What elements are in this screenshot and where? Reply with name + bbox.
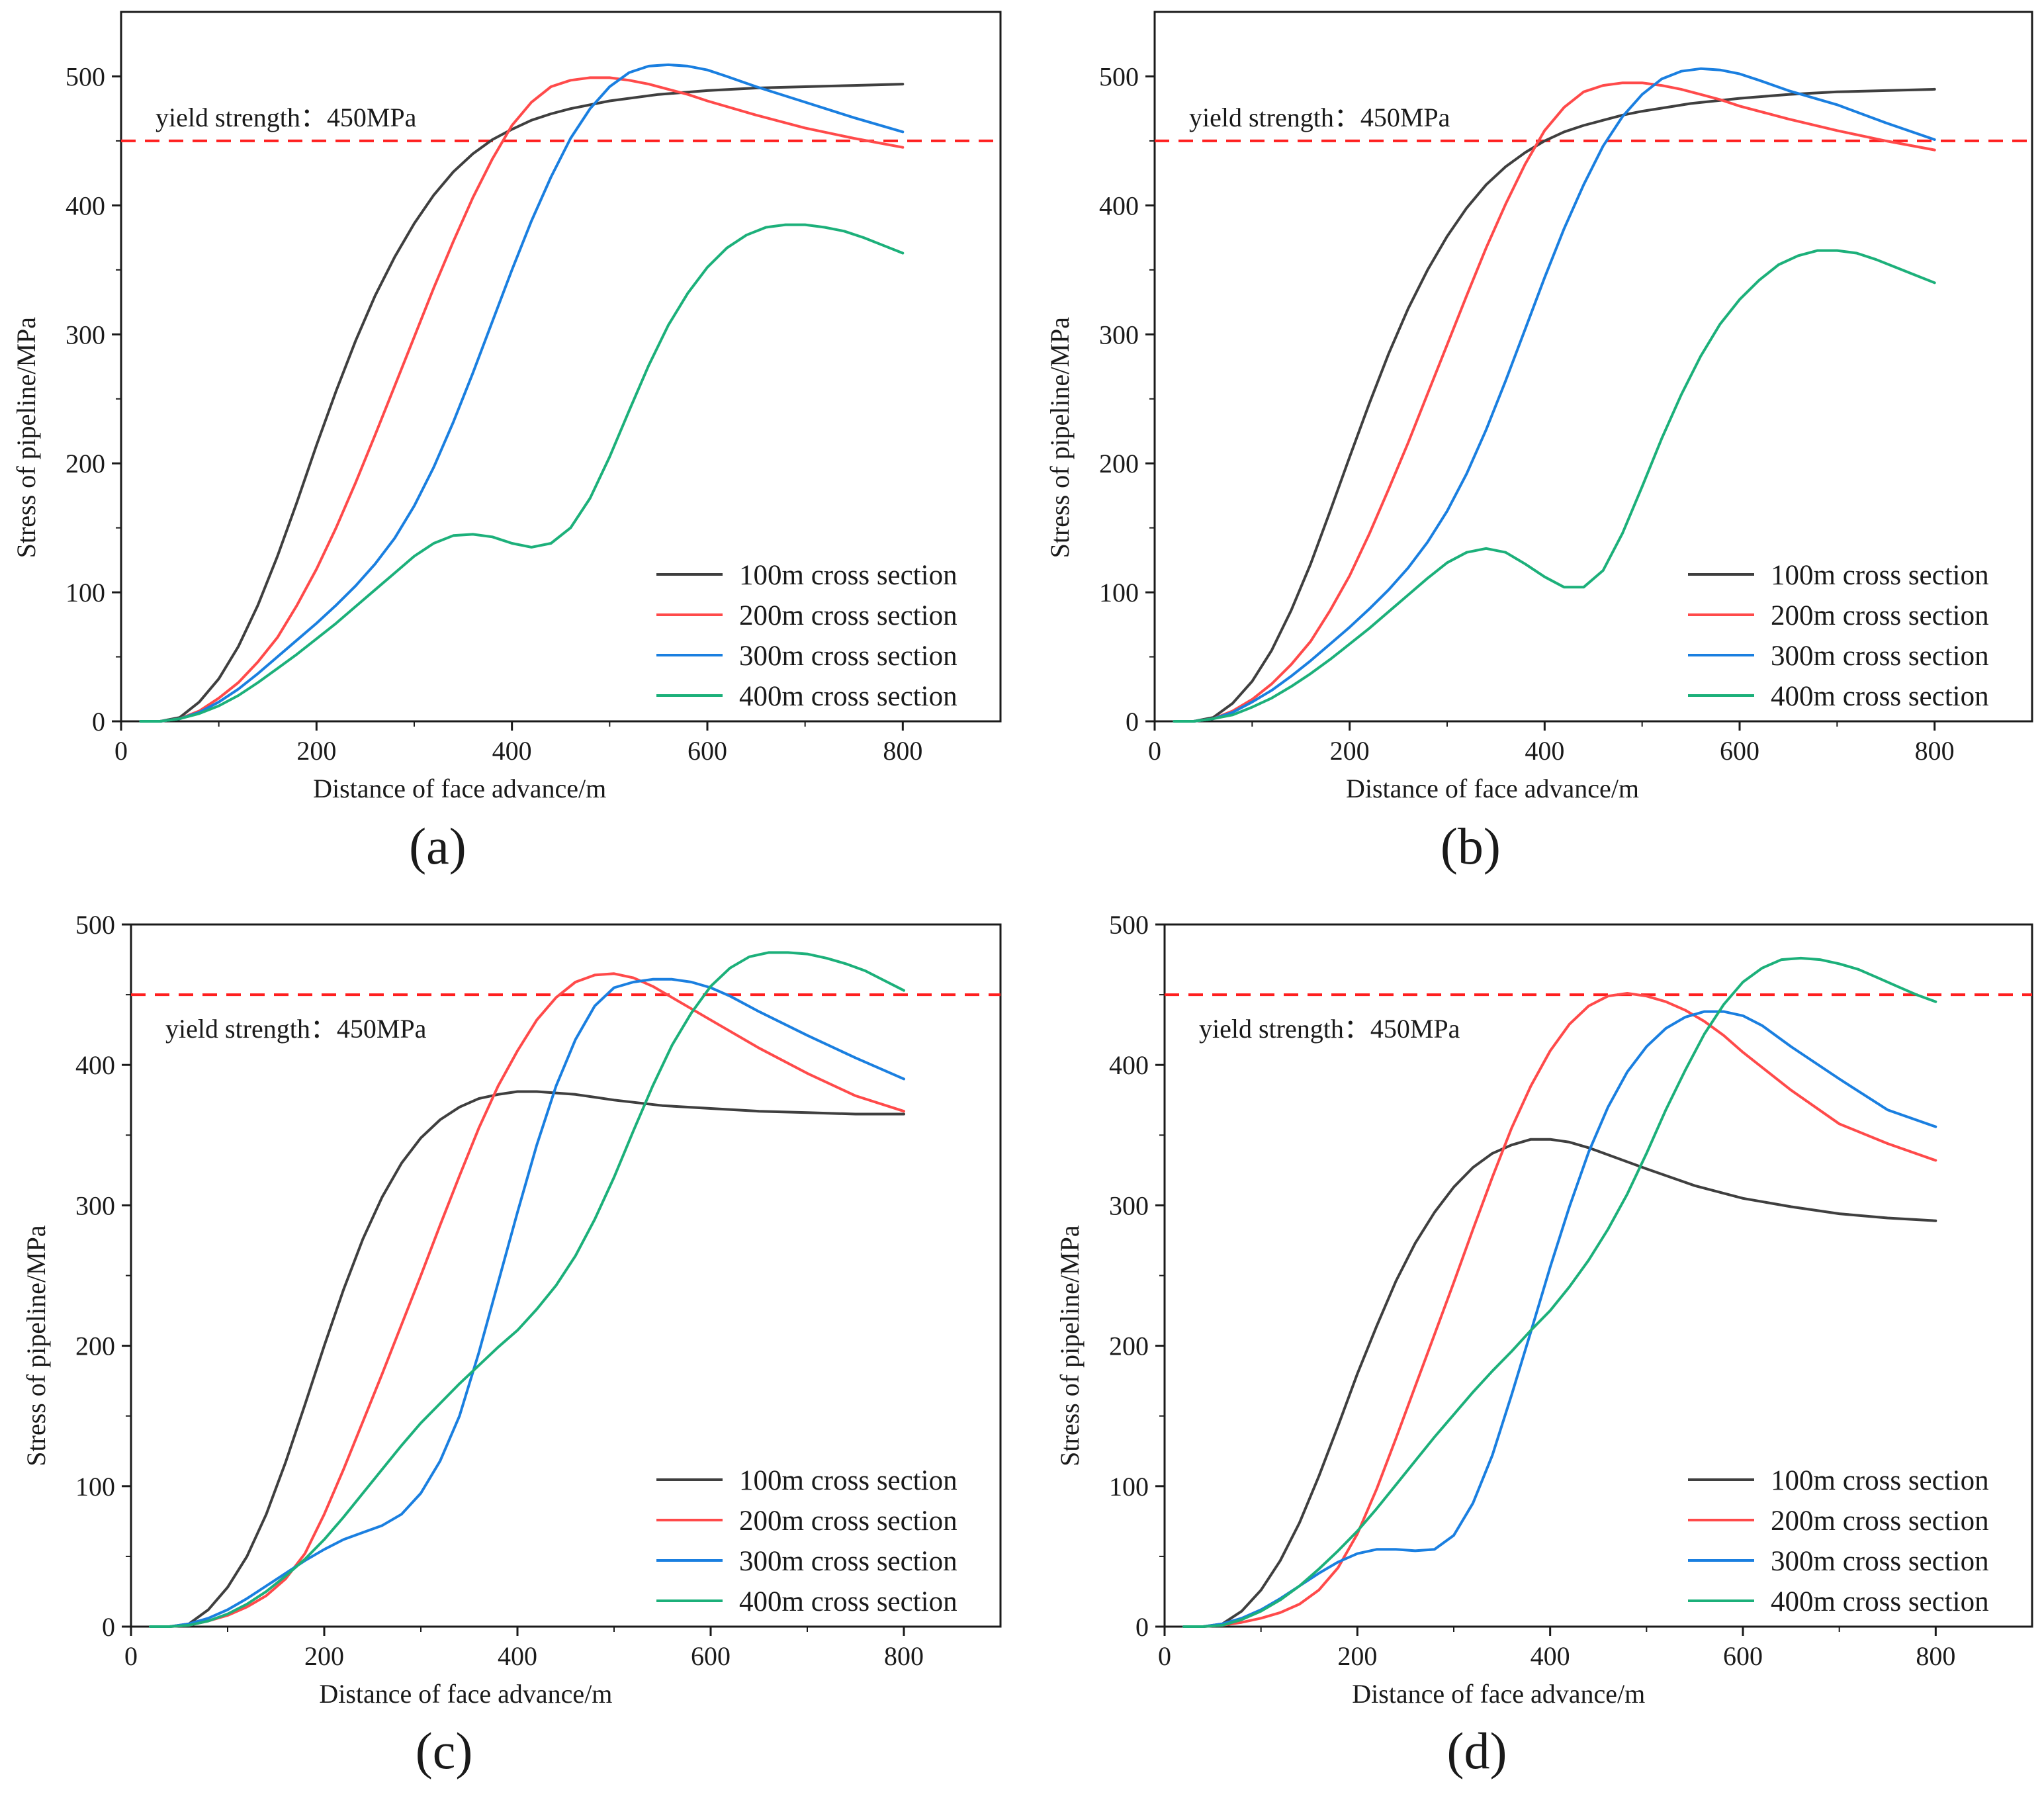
y-tick-label: 500: [75, 910, 115, 940]
y-axis-label: Stress of pipeline/MPa: [21, 1225, 51, 1466]
x-tick-label: 600: [1723, 1641, 1763, 1671]
legend-label: 200m cross section: [1771, 1506, 1989, 1537]
series-line-400m: [139, 223, 905, 723]
series-line-400m: [149, 951, 905, 1628]
chart-panel: 0 200 400 600 800 0 100 200 300 400 500 Distance of…: [21, 910, 1002, 1779]
x-axis-label: Distance of face advance/m: [1346, 774, 1639, 803]
y-tick-label: 100: [66, 578, 105, 608]
x-tick-label: 200: [296, 736, 336, 766]
panel-label: (c): [416, 1722, 473, 1779]
x-tick-label: 0: [114, 736, 128, 766]
series-line-100m: [1182, 1138, 1937, 1628]
legend-label: 200m cross section: [739, 600, 957, 631]
x-tick-label: 0: [1158, 1641, 1171, 1671]
x-tick-label: 400: [492, 736, 532, 766]
x-tick-label: 200: [304, 1641, 344, 1671]
x-tick-label: 400: [1525, 736, 1564, 766]
y-axis-label: Stress of pipeline/MPa: [1055, 1225, 1085, 1466]
chart-panel: 0 200 400 600 800 0 100 200 300 400 500 Distance of…: [1055, 910, 2033, 1779]
x-tick-label: 600: [688, 736, 727, 766]
y-tick-label: 100: [1109, 1472, 1149, 1502]
y-tick-label: 300: [1109, 1191, 1149, 1220]
series-line-300m: [149, 977, 905, 1628]
y-tick-label: 100: [75, 1472, 115, 1502]
yield-strength-label: yield strength：450MPa: [156, 103, 417, 132]
y-tick-label: 100: [1099, 578, 1139, 608]
y-tick-label: 200: [1099, 449, 1139, 478]
y-tick-label: 300: [1099, 320, 1139, 349]
series-line-100m: [1173, 87, 1936, 723]
y-tick-label: 200: [75, 1331, 115, 1361]
yield-strength-label: yield strength：450MPa: [165, 1014, 427, 1044]
x-tick-label: 0: [1148, 736, 1161, 766]
plot-frame: [1153, 11, 2033, 723]
series-line-300m: [1173, 67, 1936, 723]
y-tick-label: 500: [1099, 62, 1139, 91]
y-tick-label: 200: [1109, 1331, 1149, 1361]
series-line-200m: [139, 76, 905, 723]
legend-label: 200m cross section: [1771, 600, 1989, 631]
y-tick-label: 0: [92, 707, 105, 737]
panel-label: (a): [409, 817, 467, 875]
series-line-100m: [149, 1090, 905, 1628]
y-axis-label: Stress of pipeline/MPa: [1045, 317, 1075, 559]
y-axis-label: Stress of pipeline/MPa: [11, 317, 41, 559]
panel-label: (d): [1446, 1722, 1507, 1779]
y-tick-label: 500: [66, 62, 105, 91]
x-axis-label: Distance of face advance/m: [1352, 1679, 1645, 1709]
chart-panel: 0 200 400 600 800 0 100 200 300 400 500 Distance of…: [11, 11, 1002, 875]
legend-label: 300m cross section: [1771, 641, 1989, 672]
legend-label: 300m cross section: [1771, 1546, 1989, 1577]
legend-label: 100m cross section: [1771, 560, 1989, 591]
x-tick-label: 400: [1531, 1641, 1570, 1671]
x-tick-label: 200: [1337, 1641, 1377, 1671]
legend-label: 100m cross section: [739, 560, 957, 591]
legend-label: 400m cross section: [1771, 1586, 1989, 1617]
series-line-400m: [1182, 956, 1937, 1628]
legend-label: 100m cross section: [739, 1465, 957, 1496]
legend-label: 400m cross section: [1771, 681, 1989, 712]
legend-label: 400m cross section: [739, 681, 957, 712]
y-tick-label: 200: [66, 449, 105, 478]
plot-frame: [120, 11, 1002, 723]
y-tick-label: 0: [102, 1612, 115, 1642]
yield-strength-label: yield strength：450MPa: [1199, 1014, 1460, 1044]
y-tick-label: 400: [1099, 191, 1139, 220]
series-line-200m: [1182, 992, 1937, 1628]
legend-label: 100m cross section: [1771, 1465, 1989, 1496]
legend-label: 300m cross section: [739, 1546, 957, 1577]
legend-label: 200m cross section: [739, 1506, 957, 1537]
x-tick-label: 600: [691, 1641, 731, 1671]
y-tick-label: 0: [1126, 707, 1139, 737]
series-line-200m: [149, 972, 905, 1628]
series-line-400m: [1173, 249, 1936, 723]
x-axis-label: Distance of face advance/m: [313, 774, 606, 803]
panel-label: (b): [1441, 817, 1501, 875]
series-line-200m: [1173, 81, 1936, 723]
chart-panel: 0 200 400 600 800 0 100 200 300 400 500 Distance of…: [1045, 11, 2033, 875]
legend-label: 300m cross section: [739, 641, 957, 672]
y-tick-label: 400: [66, 191, 105, 220]
legend-label: 400m cross section: [739, 1586, 957, 1617]
y-tick-label: 300: [66, 320, 105, 349]
x-tick-label: 800: [1915, 736, 1955, 766]
x-tick-label: 200: [1330, 736, 1370, 766]
x-tick-label: 0: [124, 1641, 138, 1671]
series-line-300m: [139, 63, 905, 723]
y-tick-label: 400: [75, 1050, 115, 1080]
y-tick-label: 0: [1135, 1612, 1149, 1642]
x-tick-label: 800: [883, 736, 922, 766]
x-tick-label: 600: [1720, 736, 1759, 766]
y-tick-label: 500: [1109, 910, 1149, 940]
series-line-100m: [139, 83, 905, 723]
yield-strength-label: yield strength：450MPa: [1189, 103, 1450, 132]
x-tick-label: 800: [884, 1641, 924, 1671]
x-tick-label: 400: [498, 1641, 537, 1671]
y-tick-label: 300: [75, 1191, 115, 1220]
x-tick-label: 800: [1916, 1641, 1955, 1671]
y-tick-label: 400: [1109, 1050, 1149, 1080]
x-axis-label: Distance of face advance/m: [319, 1679, 612, 1709]
